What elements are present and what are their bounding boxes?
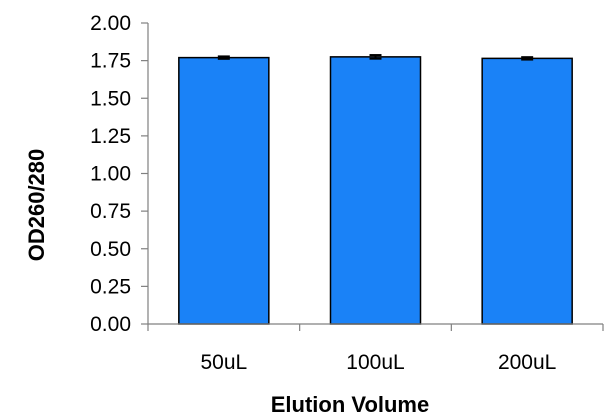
x-tick-label-200uL: 200uL <box>498 351 556 374</box>
y-tick-label: 1.25 <box>90 125 131 148</box>
bars-layer <box>178 56 573 325</box>
error-bars-layer <box>217 54 534 61</box>
y-tick-label: 0.50 <box>90 238 131 261</box>
y-tick-label: 0.00 <box>90 313 131 336</box>
y-tick-label: 1.75 <box>90 50 131 73</box>
y-axis-title: OD260/280 <box>24 149 49 262</box>
x-tick-label-50uL: 50uL <box>200 351 247 374</box>
tick-labels-layer: 50uL 100uL 200uL 0.00 0.25 0.50 0.75 1.00 1.25 1.… <box>90 12 556 374</box>
axes-layer <box>141 22 604 331</box>
y-tick-label: 1.50 <box>90 87 131 110</box>
x-tick-label-100uL: 100uL <box>346 351 404 374</box>
bar-50uL <box>178 56 270 325</box>
y-tick-label: 1.00 <box>90 163 131 186</box>
bar-100uL <box>329 56 422 325</box>
y-tick-label: 0.25 <box>90 275 131 298</box>
y-tick-label: 2.00 <box>90 12 131 35</box>
y-tick-label: 0.75 <box>90 200 131 223</box>
bar-200uL <box>481 57 573 325</box>
x-axis-title: Elution Volume <box>271 392 429 416</box>
